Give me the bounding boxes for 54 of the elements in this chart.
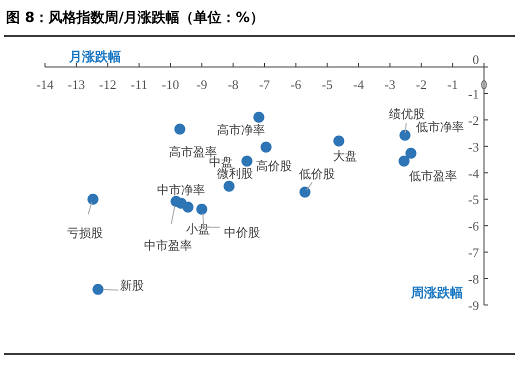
chart-title: 图 8：风格指数周/月涨跌幅（单位：%） [6, 10, 264, 26]
point [174, 124, 186, 135]
point [398, 156, 410, 167]
x-tick-label: -14 [36, 77, 54, 92]
annotation: 大盘 [332, 149, 357, 164]
x-tick-label: -5 [322, 77, 333, 92]
point [196, 204, 208, 215]
annotation: 小盘 [186, 222, 210, 236]
annotation: 高市净率 [216, 123, 265, 138]
y-tick-label: 0 [472, 52, 479, 67]
point [399, 130, 410, 141]
point [224, 180, 235, 192]
x-tick-label: -10 [162, 77, 180, 92]
annotation: 低市净率 [416, 120, 464, 134]
x-tick-label: -13 [68, 77, 86, 92]
point [182, 202, 194, 213]
annotation: 亏损股 [66, 226, 103, 240]
x-tick-label: -6 [290, 77, 302, 92]
x-tick-label: -11 [130, 77, 148, 92]
y-tick-label: -4 [468, 166, 480, 181]
x-tick-label: -2 [416, 77, 427, 92]
x-tick-label: -3 [384, 77, 396, 92]
point [299, 186, 310, 198]
x-tick-label: -1 [447, 77, 458, 92]
y-tick-label: -6 [468, 218, 480, 234]
annotation: 高价股 [256, 159, 292, 174]
annotation: 绩优股 [388, 107, 425, 122]
x-tick-label: -4 [353, 77, 364, 92]
y-axis-title: 月涨跌幅 [68, 50, 121, 65]
annotation: 低价股 [298, 167, 335, 182]
annotation: 中市盈率 [144, 238, 192, 252]
y-tick-label: -7 [468, 245, 480, 260]
x-tick-label: -8 [228, 77, 239, 92]
x-tick-label: -12 [99, 77, 116, 92]
x-tick-label: -7 [259, 77, 270, 92]
point [170, 196, 182, 207]
point [87, 194, 98, 205]
point [260, 142, 272, 153]
y-tick-label: -9 [468, 298, 479, 313]
annotation: 中市净率 [157, 183, 206, 198]
point [405, 148, 416, 159]
annotation: 低市盈率 [409, 169, 458, 184]
point [92, 284, 104, 295]
x-axis-title: 周涨跌幅 [410, 286, 463, 301]
y-tick-label: -5 [468, 192, 479, 208]
x-tick-label: -9 [196, 77, 208, 92]
annotation: 新股 [120, 278, 144, 292]
point [333, 136, 344, 147]
y-tick-label: -2 [468, 112, 479, 128]
y-tick-label: -8 [468, 272, 479, 287]
point [253, 112, 264, 123]
point [241, 156, 252, 167]
y-tick-label: -3 [468, 139, 479, 154]
annotation: 中价股 [224, 225, 260, 240]
